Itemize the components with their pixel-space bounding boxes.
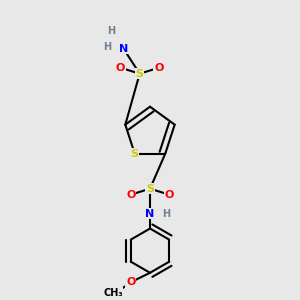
Text: S: S <box>136 69 144 79</box>
Text: O: O <box>116 63 125 73</box>
Text: O: O <box>154 63 164 73</box>
Text: O: O <box>164 190 174 200</box>
Text: S: S <box>146 184 154 194</box>
Text: H: H <box>162 209 170 219</box>
Text: N: N <box>146 209 154 219</box>
Text: CH₃: CH₃ <box>103 288 123 298</box>
Text: O: O <box>126 190 136 200</box>
Text: O: O <box>126 277 136 287</box>
Text: N: N <box>119 44 128 54</box>
Text: H: H <box>108 26 116 36</box>
Text: S: S <box>131 149 139 159</box>
Text: H: H <box>103 42 111 52</box>
